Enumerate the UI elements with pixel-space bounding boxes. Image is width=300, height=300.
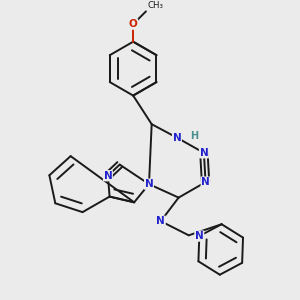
Text: N: N — [200, 148, 208, 158]
Text: N: N — [195, 231, 204, 241]
Text: CH₃: CH₃ — [148, 1, 164, 10]
Text: H: H — [190, 131, 199, 141]
Text: N: N — [145, 179, 153, 189]
Text: N: N — [156, 216, 165, 226]
Text: O: O — [129, 19, 137, 29]
Text: N: N — [172, 133, 181, 143]
Text: N: N — [103, 171, 112, 181]
Text: N: N — [201, 177, 210, 187]
